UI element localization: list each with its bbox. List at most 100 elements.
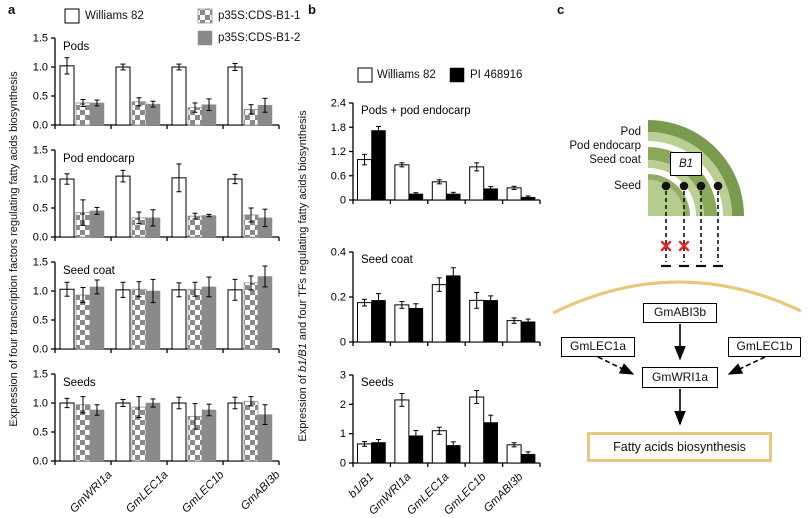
bar-williams-82-gmwri1a: [394, 399, 410, 464]
bar-williams-82-gmwri1a: [59, 65, 75, 126]
y-tick-label: 0: [340, 195, 346, 207]
chart-b-pods-pod-endocarp: 0 0.6 1.2 1.8 2.4 Pods + pod endocarp: [331, 98, 541, 207]
seed-rim-ring: [648, 174, 690, 216]
fatty-acids-biosynthesis-box: Fatty acids biosynthesis: [587, 432, 772, 462]
bar-williams-82-gmlec1b: [171, 289, 187, 350]
bar-williams-82-gmlec1a: [431, 181, 447, 201]
y-tick-label: 0.0: [33, 344, 48, 356]
bar-williams-82-gmabi3b: [227, 178, 243, 238]
bar-williams-82-gmlec1b: [171, 66, 187, 126]
bar-williams-82-gmlec1b: [171, 402, 187, 462]
gmlec1a-box: GmLEC1a: [561, 337, 635, 357]
y-tick-label: 2.4: [331, 98, 346, 110]
bar-pi-468916-b1-b1: [371, 130, 386, 201]
blocked-x-icon-1: [660, 240, 672, 252]
panel-b-label: b: [308, 2, 316, 17]
bar-williams-82-gmlec1a: [115, 175, 131, 238]
y-tick-label: 0: [340, 458, 346, 470]
bar-p35s-cds-b1-1-gmabi3b: [243, 282, 259, 350]
blocked-x-icon-2: [678, 240, 690, 252]
bar-p35s-cds-b1-2-gmlec1b: [201, 215, 217, 238]
y-tick-label: 3: [340, 370, 346, 382]
dashed-arrow-lec1a-to-wri1a: [597, 356, 635, 375]
panel-a-y-axis-title-text: Expression of four transcription factors…: [8, 71, 20, 427]
bar-p35s-cds-b1-1-gmwri1a: [75, 294, 91, 350]
pod-endocarp-ring: [648, 132, 732, 216]
bar-williams-82-gmlec1a: [115, 289, 131, 350]
y-tick-label: 1.5: [33, 369, 48, 381]
bar-p35s-cds-b1-2-gmlec1a: [145, 402, 161, 462]
panel-b-y-axis-title-gene: b1/B1: [297, 343, 309, 372]
y-tick-label: 0.0: [33, 456, 48, 468]
bar-williams-82-gmlec1b: [469, 166, 485, 201]
legend-swatch-williams82-b: [357, 67, 373, 83]
y-tick-label: 0.5: [33, 315, 48, 327]
y-tick-label: 0: [340, 337, 346, 349]
bar-williams-82-b1-b1: [357, 159, 372, 201]
chart-title-seeds: Seeds: [361, 377, 394, 389]
bar-p35s-cds-b1-2-gmlec1b: [201, 409, 217, 462]
y-tick-label: 0.6: [331, 170, 346, 182]
tissue-label-pod-endocarp: Pod endocarp: [569, 140, 641, 152]
y-tick-label: 0.5: [33, 91, 48, 103]
pod-ring: [648, 120, 744, 216]
y-tick-label: 0.0: [33, 232, 48, 244]
bar-williams-82-gmlec1a: [115, 402, 131, 462]
sample-dot-3: [696, 181, 706, 191]
bar-williams-82-gmwri1a: [59, 178, 75, 238]
legend-label-p35s-cds-b1-2: p35S:CDS-B1-2: [218, 32, 301, 44]
gmabi3b-box: GmABI3b: [643, 303, 717, 323]
bar-williams-82-gmwri1a: [59, 288, 75, 350]
chart-title-seed-coat: Seed coat: [361, 254, 414, 266]
panel-b-y-axis-title: Expression of b1/B1 and four TFs regulat…: [297, 61, 309, 491]
bar-pi-468916-gmlec1b: [483, 300, 498, 343]
y-tick-label: 1: [340, 428, 346, 440]
legend-label-pi468916: PI 468916: [470, 69, 523, 81]
bar-williams-82-gmabi3b: [506, 320, 522, 343]
legend-label-williams82-a: Williams 82: [85, 10, 144, 22]
chart-title-pod-endocarp: Pod endocarp: [63, 153, 135, 165]
bar-williams-82-gmlec1a: [431, 430, 447, 464]
bar-williams-82-gmabi3b: [506, 444, 522, 464]
chart-a-seed-coat: 0.0 0.5 1.0 1.5 Seed coat: [33, 257, 280, 356]
bar-williams-82-gmlec1b: [469, 396, 485, 464]
bar-pi-468916-gmlec1a: [446, 275, 461, 343]
seed-boundary-arc: [552, 280, 802, 315]
chart-b-seeds: 0 1 2 3 Seeds: [340, 370, 541, 470]
legend-swatch-williams82-a: [64, 8, 80, 24]
y-tick-label: 1.5: [33, 257, 48, 269]
bar-williams-82-gmlec1a: [115, 66, 131, 126]
y-tick-label: 0.2: [331, 292, 346, 304]
y-tick-label: 1.0: [33, 62, 48, 74]
b1-gene-box: B1: [670, 152, 702, 176]
chart-b-seed-coat: 0 0.2 0.4 Seed coat: [331, 247, 541, 349]
panel-b-y-axis-title-post: and four TFs regulating fatty acids bios…: [297, 110, 309, 344]
dashed-arrow-lec1b-to-wri1a: [727, 356, 766, 375]
gmwri1a-box: GmWRI1a: [642, 367, 718, 388]
sample-dot-1: [661, 181, 671, 191]
bar-williams-82-b1-b1: [357, 443, 372, 464]
legend-label-williams82-b: Williams 82: [377, 69, 436, 81]
tissue-label-seed-coat: Seed coat: [589, 154, 641, 166]
chart-a-pods: 0.0 0.5 1.0 1.5 Pods: [33, 33, 280, 132]
y-tick-label: 1.8: [331, 122, 346, 134]
panel-c-label: c: [557, 2, 565, 17]
bar-williams-82-gmabi3b: [227, 402, 243, 462]
bar-williams-82-gmwri1a: [394, 164, 410, 201]
y-tick-label: 1.5: [33, 145, 48, 157]
panel-b-y-axis-title-pre: Expression of: [297, 371, 309, 442]
chart-title-seed-coat: Seed coat: [63, 265, 116, 277]
chart-title-pods-pod-endocarp: Pods + pod endocarp: [361, 105, 471, 117]
bar-williams-82-gmlec1a: [431, 284, 447, 343]
bar-p35s-cds-b1-2-gmwri1a: [89, 409, 105, 462]
chart-a-pod-endocarp: 0.0 0.5 1.0 1.5 Pod endocarp: [33, 145, 280, 244]
y-tick-label: 0.0: [33, 120, 48, 132]
tissue-label-seed: Seed: [614, 180, 641, 192]
legend-swatch-p35s-cds-b1-1: [197, 8, 213, 24]
y-tick-label: 0.5: [33, 203, 48, 215]
panel-a-y-axis-title: Expression of four transcription factors…: [8, 34, 20, 464]
y-tick-label: 1.0: [33, 398, 48, 410]
tissue-label-pod: Pod: [620, 126, 641, 138]
legend-label-p35s-cds-b1-1: p35S:CDS-B1-1: [218, 10, 301, 22]
